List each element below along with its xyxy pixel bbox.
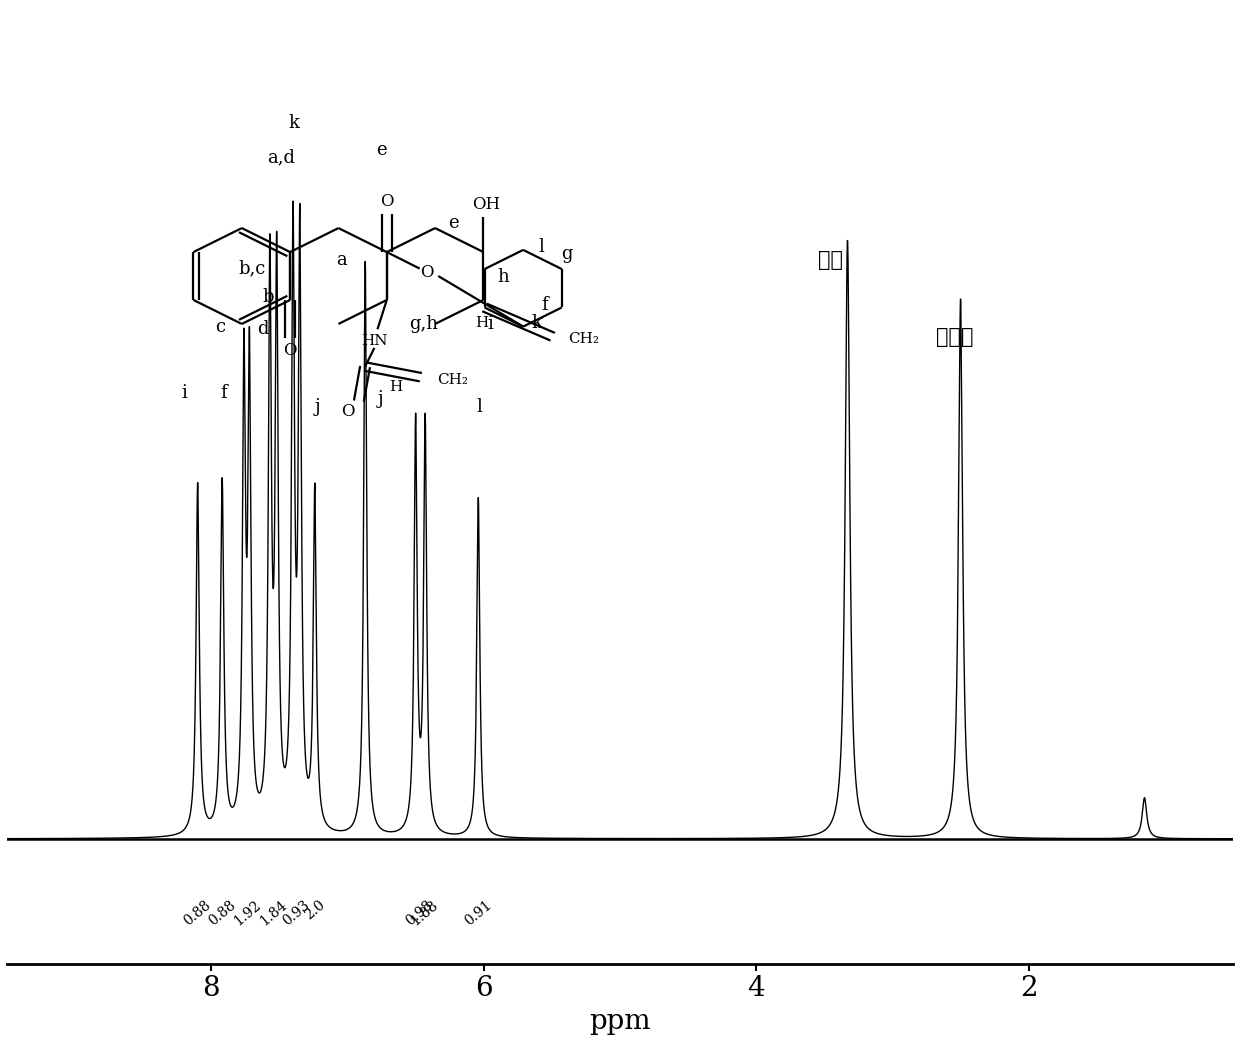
Text: 1.88: 1.88: [408, 898, 440, 928]
Text: e: e: [449, 214, 459, 231]
Text: f: f: [541, 296, 548, 314]
Text: c: c: [215, 318, 226, 336]
Text: l: l: [539, 239, 544, 256]
Text: j: j: [315, 398, 320, 416]
Text: 溶剂峰: 溶剂峰: [936, 326, 973, 347]
Text: 0.91: 0.91: [463, 898, 495, 928]
Text: a: a: [336, 251, 347, 269]
Text: O: O: [284, 342, 296, 358]
Text: 1.92: 1.92: [231, 898, 264, 928]
Text: CH₂: CH₂: [438, 373, 469, 387]
Text: k: k: [289, 114, 300, 131]
Text: H: H: [475, 317, 489, 330]
Text: 水峰: 水峰: [817, 250, 842, 270]
Text: OH: OH: [472, 196, 501, 213]
Text: 0.98: 0.98: [403, 898, 436, 928]
Text: 1.84: 1.84: [257, 898, 290, 928]
Text: O: O: [341, 403, 355, 420]
Text: 0.88: 0.88: [206, 898, 238, 928]
Text: CH₂: CH₂: [568, 332, 599, 346]
Text: HN: HN: [361, 334, 388, 348]
Text: h: h: [497, 268, 508, 287]
Text: k: k: [532, 315, 543, 332]
Text: j: j: [378, 390, 383, 407]
Text: b: b: [263, 289, 274, 306]
Text: l: l: [476, 398, 482, 416]
Text: e: e: [376, 142, 387, 159]
Text: 0.93: 0.93: [280, 898, 312, 928]
Text: O: O: [420, 264, 434, 280]
Text: d: d: [257, 320, 269, 338]
Text: b,c: b,c: [238, 259, 265, 277]
Text: a,d: a,d: [267, 148, 295, 167]
Text: g: g: [560, 245, 573, 264]
Text: O: O: [379, 194, 393, 210]
Text: g,h: g,h: [409, 315, 438, 332]
Text: i: i: [487, 316, 494, 333]
Text: f: f: [221, 384, 227, 402]
X-axis label: ppm: ppm: [589, 1008, 651, 1035]
Text: i: i: [181, 384, 187, 402]
Text: 0.88: 0.88: [181, 898, 213, 928]
Text: 2.0: 2.0: [303, 898, 327, 922]
Text: H: H: [389, 379, 403, 394]
